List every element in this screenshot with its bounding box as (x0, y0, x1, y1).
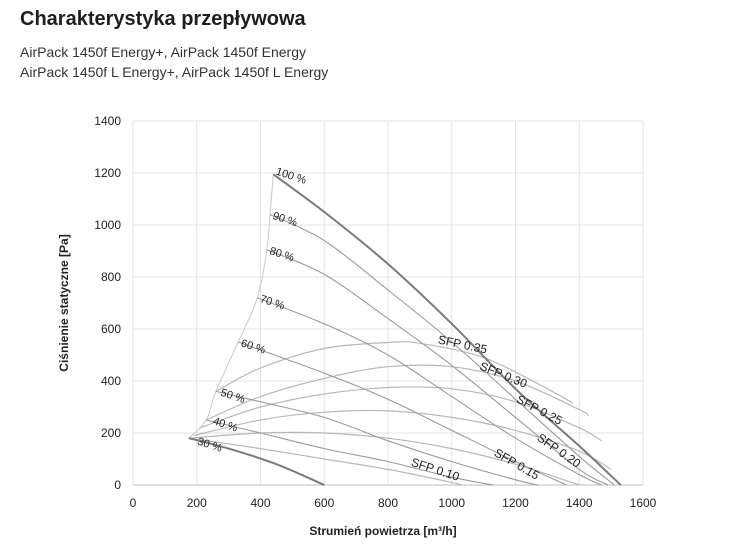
fan-curve-label: 90 % (271, 210, 299, 229)
fan-curve (272, 173, 622, 486)
x-axis-label: Strumień powietrza [m³/h] (309, 524, 456, 538)
fan-curve-label: 80 % (268, 245, 296, 264)
sfp-curve-label: SFP 0.15 (492, 446, 542, 483)
sfp-curve (188, 437, 462, 486)
y-tick-label: 600 (101, 322, 121, 336)
x-tick-label: 0 (130, 496, 137, 510)
sfp-curve-label: SFP 0.30 (478, 359, 530, 391)
x-tick-label: 1200 (502, 496, 529, 510)
x-tick-label: 800 (378, 496, 398, 510)
y-tick-label: 1000 (94, 218, 121, 232)
y-axis-label: Ciśnienie statyczne [Pa] (57, 234, 71, 371)
sfp-curve (193, 409, 612, 470)
y-tick-label: 400 (101, 374, 121, 388)
x-tick-label: 400 (250, 496, 270, 510)
x-tick-label: 1600 (630, 496, 657, 510)
fan-curve-label: 30 % (196, 436, 224, 455)
sfp-curve (199, 386, 602, 442)
fan-curve-label: 60 % (239, 337, 267, 356)
fan-curve (206, 419, 494, 486)
x-tick-label: 1400 (566, 496, 593, 510)
fan-curve-label: 50 % (219, 387, 247, 406)
y-tick-label: 0 (114, 478, 121, 492)
y-tick-label: 800 (101, 270, 121, 284)
fan-curve-label: 40 % (211, 415, 239, 434)
y-tick-label: 1400 (94, 114, 121, 128)
fan-curve (238, 341, 567, 486)
chart-subtitle-line-1: AirPack 1450f Energy+, AirPack 1450f Ene… (20, 44, 306, 60)
y-tick-label: 1200 (94, 166, 121, 180)
sfp-curve (215, 341, 574, 404)
x-tick-label: 200 (187, 496, 207, 510)
fan-curve (188, 437, 325, 486)
x-tick-label: 1000 (438, 496, 465, 510)
x-tick-label: 600 (314, 496, 334, 510)
chart-subtitle-line-2: AirPack 1450f L Energy+, AirPack 1450f L… (20, 64, 329, 80)
fan-curve (215, 390, 538, 486)
fan-curve (269, 214, 615, 486)
fan-curve-label: 100 % (274, 166, 308, 187)
boundary-curve (188, 174, 274, 439)
sfp-curve (206, 364, 590, 421)
fan-curve-label: 70 % (258, 293, 286, 312)
fan-curve (266, 249, 609, 486)
chart-title: Charakterystyka przepływowa (20, 8, 306, 30)
y-tick-label: 200 (101, 426, 121, 440)
fan-curve (257, 297, 602, 486)
